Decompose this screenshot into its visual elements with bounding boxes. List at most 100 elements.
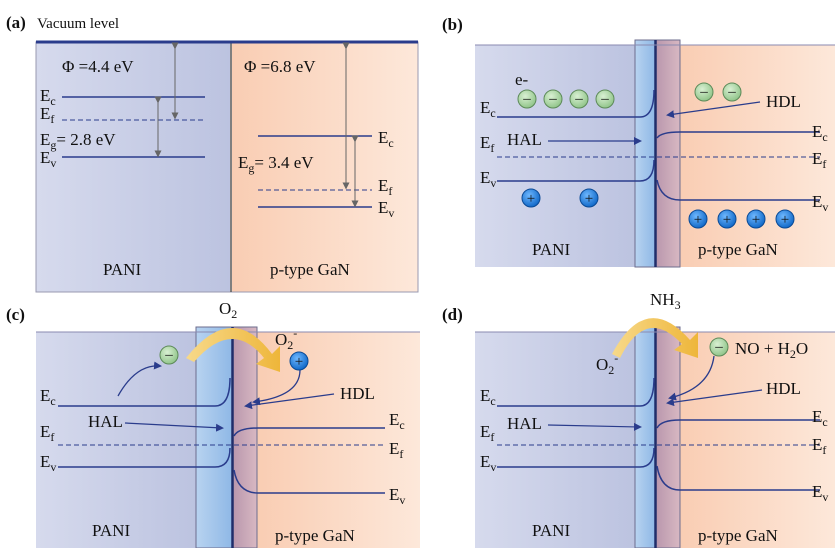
hole-path-c <box>252 369 301 406</box>
electron-icon: – <box>543 89 563 109</box>
holes-gan-b: + + + + <box>688 209 795 229</box>
gan-material-label-d: p-type GaN <box>698 526 778 545</box>
ec-right-b <box>656 131 820 139</box>
hdl-layer-d <box>655 326 681 548</box>
ev-right-d <box>656 465 820 491</box>
o2-ion-label-d: O2- <box>596 351 618 377</box>
svg-text:–: – <box>164 347 173 363</box>
pani-region-c <box>36 332 196 548</box>
gan-material-label-a: p-type GaN <box>270 260 350 279</box>
vacuum-level-label: Vacuum level <box>37 16 119 32</box>
svg-text:–: – <box>522 91 531 107</box>
svg-text:–: – <box>548 91 557 107</box>
hole-icon: + <box>521 188 541 208</box>
hole-icon: + <box>289 351 309 371</box>
pani-material-label-b: PANI <box>532 240 570 259</box>
hdl-label-c: HDL <box>340 384 375 403</box>
svg-text:+: + <box>295 354 303 370</box>
pani-region-d <box>475 332 635 548</box>
hal-label-b: HAL <box>507 130 542 149</box>
o2-adsorption-arrow-icon <box>186 327 280 372</box>
hdl-arrow-b <box>666 101 761 119</box>
hal-label-d: HAL <box>507 414 542 433</box>
hole-icon: + <box>717 209 737 229</box>
electron-icon: – <box>517 89 537 109</box>
panel-c: (c) – + O2 O2- Ec Ef Ev HAL HDL Ec Ef Ev… <box>6 299 420 548</box>
hdl-label-d: HDL <box>766 379 801 398</box>
product-label: NO + H2O <box>735 339 808 361</box>
electrons-pani-b: – – – – <box>517 89 615 109</box>
panel-b-tag: (b) <box>442 15 463 34</box>
panel-a: (a) Vacuum level Φ =4.4 eV Ec Ef Eg= 2.8… <box>6 13 419 293</box>
hole-icon: + <box>746 209 766 229</box>
pani-ev-label: Ev <box>40 148 56 170</box>
holes-pani-b: + + <box>521 188 599 208</box>
hal-label-c: HAL <box>88 412 123 431</box>
gan-ef-label-c: Ef <box>389 439 403 461</box>
pani-material-label-c: PANI <box>92 521 130 540</box>
ev-right-c <box>233 469 385 494</box>
gan-ev-label: Ev <box>378 198 394 220</box>
gan-ec-label-c: Ec <box>389 410 405 432</box>
electron-return-path-d <box>668 355 715 401</box>
electron-icon: – <box>709 337 729 357</box>
svg-text:–: – <box>714 339 723 355</box>
panel-b: (b) Ec Ef Ev HAL HDL e- Ec Ef Ev – – – – <box>442 15 835 268</box>
ev-curve-b <box>497 159 655 182</box>
ev-label-c: Ev <box>40 452 56 474</box>
svg-text:+: + <box>585 191 593 207</box>
svg-text:+: + <box>781 212 789 228</box>
svg-text:+: + <box>527 191 535 207</box>
pani-eg-label: Eg= 2.8 eV <box>40 130 116 152</box>
hal-layer-b <box>634 39 656 268</box>
electrons-gan-b: – – <box>694 82 742 102</box>
gan-phi-label: Φ =6.8 eV <box>244 57 316 76</box>
hole-icon: + <box>775 209 795 229</box>
electron-label-b: e- <box>515 70 529 89</box>
ev-label-d: Ev <box>480 452 496 474</box>
ev-label-b: Ev <box>480 168 496 190</box>
panel-d: (d) – NH3 O2- NO + H2O Ec Ef Ev HAL HDL … <box>442 290 835 548</box>
hal-arrow-d <box>547 422 642 431</box>
gan-region-b <box>680 45 835 267</box>
ec-label-c: Ec <box>40 386 56 408</box>
gan-region-d <box>680 332 835 548</box>
svg-text:–: – <box>699 84 708 100</box>
svg-text:+: + <box>752 212 760 228</box>
ec-curve-c <box>58 377 231 407</box>
gan-ef-label-b: Ef <box>812 149 826 171</box>
gan-ef-label: Ef <box>378 176 392 198</box>
hal-arrow-c <box>124 422 224 432</box>
ev-curve-c <box>58 447 231 468</box>
nh3-gas-label: NH3 <box>650 290 681 312</box>
panel-d-tag: (d) <box>442 305 463 324</box>
hole-icon: + <box>579 188 599 208</box>
pani-ec-label: Ec <box>40 86 56 108</box>
o2-ion-label: O2- <box>275 326 297 352</box>
hdl-arrow-c <box>244 393 335 410</box>
hdl-layer-c <box>232 326 258 548</box>
ec-curve-b <box>497 89 655 118</box>
electron-path-c <box>117 361 162 397</box>
electron-icon: – <box>569 89 589 109</box>
pani-phi-label: Φ =4.4 eV <box>62 57 134 76</box>
hdl-arrow-d <box>666 389 763 407</box>
nh3-reaction-arrow-icon <box>612 318 698 358</box>
gan-eg-label: Eg= 3.4 eV <box>238 153 314 175</box>
svg-text:+: + <box>694 212 702 228</box>
pani-region-a <box>36 42 230 292</box>
ef-label-b: Ef <box>480 133 494 155</box>
gan-ev-label-d: Ev <box>812 482 828 504</box>
pani-ef-label: Ef <box>40 104 54 126</box>
gan-ev-label-b: Ev <box>812 192 828 214</box>
ev-right-b <box>656 179 820 201</box>
gan-ec-label-d: Ec <box>812 407 828 429</box>
ec-label-d: Ec <box>480 386 496 408</box>
gan-ec-label-b: Ec <box>812 122 828 144</box>
ec-label-b: Ec <box>480 98 496 120</box>
svg-text:+: + <box>723 212 731 228</box>
ec-right-d <box>656 419 820 429</box>
hdl-layer-b <box>655 39 681 268</box>
panel-a-tag: (a) <box>6 13 26 32</box>
